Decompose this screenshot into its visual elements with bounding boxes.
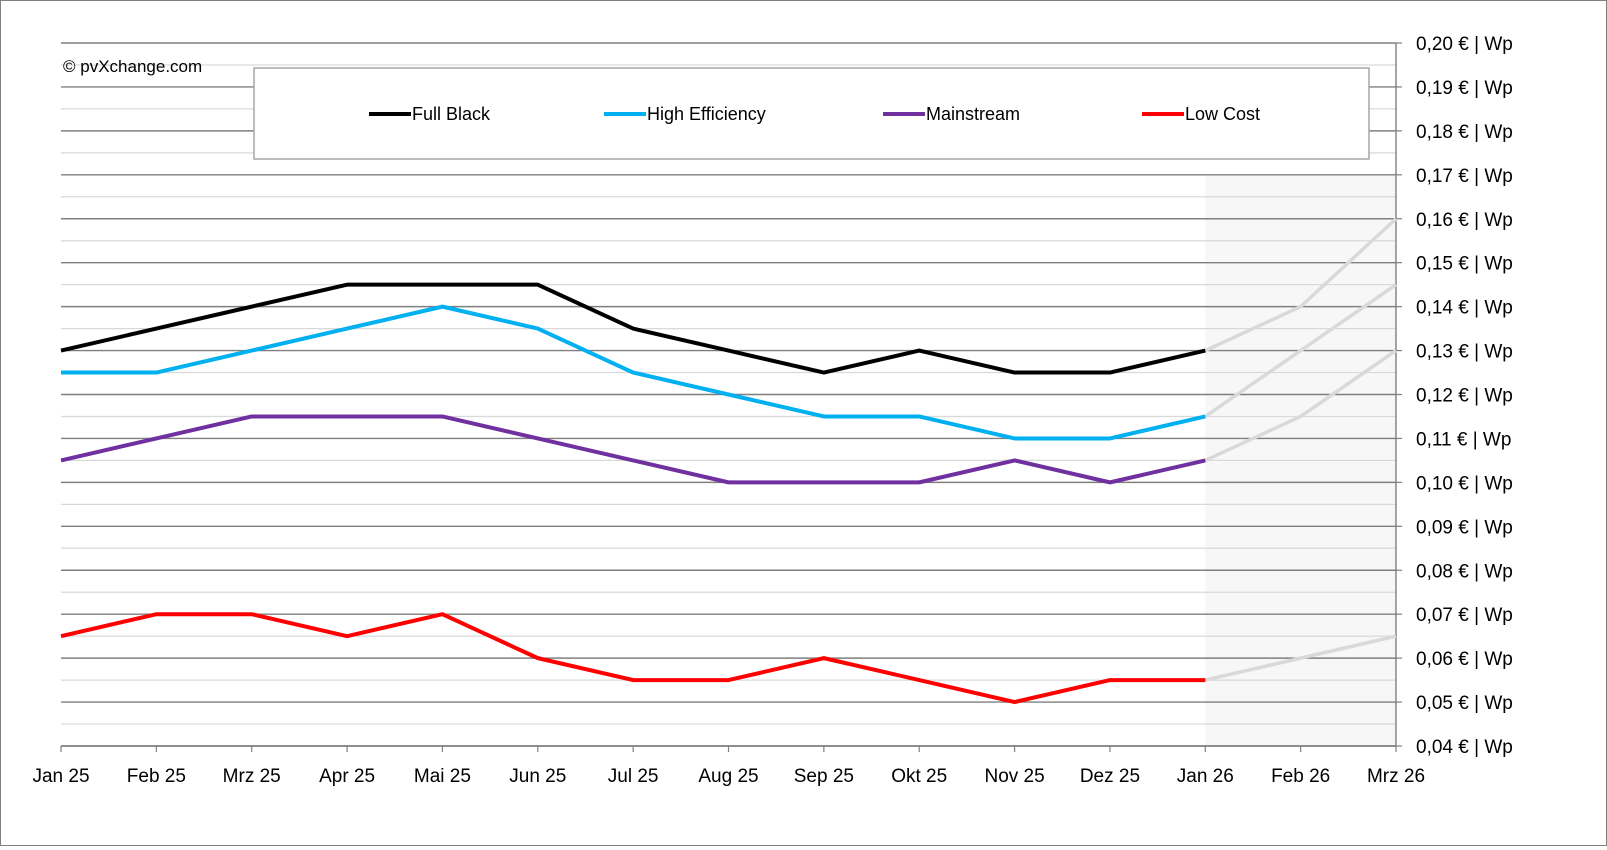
x-tick-label: Mrz 26 [1367, 766, 1425, 787]
legend-label-full-black: Full Black [412, 104, 491, 124]
x-tick-label: Sep 25 [794, 766, 854, 787]
x-tick-label: Aug 25 [698, 766, 758, 787]
y-tick-label: 0,07 € | Wp [1416, 605, 1513, 626]
legend-label-low-cost: Low Cost [1185, 104, 1260, 124]
series-line-low-cost [60, 612, 1206, 705]
y-tick-label: 0,19 € | Wp [1416, 78, 1513, 99]
y-tick-label: 0,16 € | Wp [1416, 210, 1513, 231]
series-forecast-high-efficiency [1204, 283, 1397, 418]
y-tick-label: 0,13 € | Wp [1416, 342, 1513, 363]
y-tick-label: 0,15 € | Wp [1416, 254, 1513, 275]
series-line-full-black [60, 282, 1206, 375]
x-tick-label: Apr 25 [319, 766, 375, 787]
y-tick-label: 0,14 € | Wp [1416, 298, 1513, 319]
watermark: © pvXchange.com [63, 57, 202, 76]
y-tick-label: 0,17 € | Wp [1416, 166, 1513, 187]
y-tick-label: 0,04 € | Wp [1416, 737, 1513, 758]
y-tick-label: 0,08 € | Wp [1416, 561, 1513, 582]
y-tick-label: 0,05 € | Wp [1416, 693, 1513, 714]
x-tick-label: Jan 26 [1177, 766, 1234, 787]
legend-label-mainstream: Mainstream [926, 104, 1020, 124]
x-tick-label: Nov 25 [984, 766, 1044, 787]
y-tick-label: 0,11 € | Wp [1416, 429, 1511, 450]
x-tick-label: Okt 25 [891, 766, 947, 787]
x-tick-label: Dez 25 [1080, 766, 1140, 787]
y-tick-label: 0,06 € | Wp [1416, 649, 1513, 670]
legend-label-high-efficiency: High Efficiency [647, 104, 766, 124]
x-tick-label: Feb 25 [127, 766, 186, 787]
x-tick-label: Jan 25 [32, 766, 89, 787]
series-line-high-efficiency [61, 304, 1206, 441]
x-tick-label: Feb 26 [1271, 766, 1330, 787]
series-line-mainstream [60, 414, 1206, 485]
series-forecast-mainstream [1204, 349, 1397, 462]
y-tick-label: 0,12 € | Wp [1416, 386, 1513, 407]
x-tick-label: Mrz 25 [223, 766, 281, 787]
x-tick-label: Jul 25 [608, 766, 659, 787]
y-tick-label: 0,09 € | Wp [1416, 517, 1513, 538]
x-tick-label: Jun 25 [509, 766, 566, 787]
series-forecast-full-black [1204, 217, 1398, 353]
y-tick-label: 0,20 € | Wp [1416, 34, 1513, 55]
y-tick-label: 0,10 € | Wp [1416, 473, 1513, 494]
y-tick-label: 0,18 € | Wp [1416, 122, 1513, 143]
series-forecast-low-cost [1204, 634, 1397, 682]
x-tick-label: Mai 25 [414, 766, 471, 787]
